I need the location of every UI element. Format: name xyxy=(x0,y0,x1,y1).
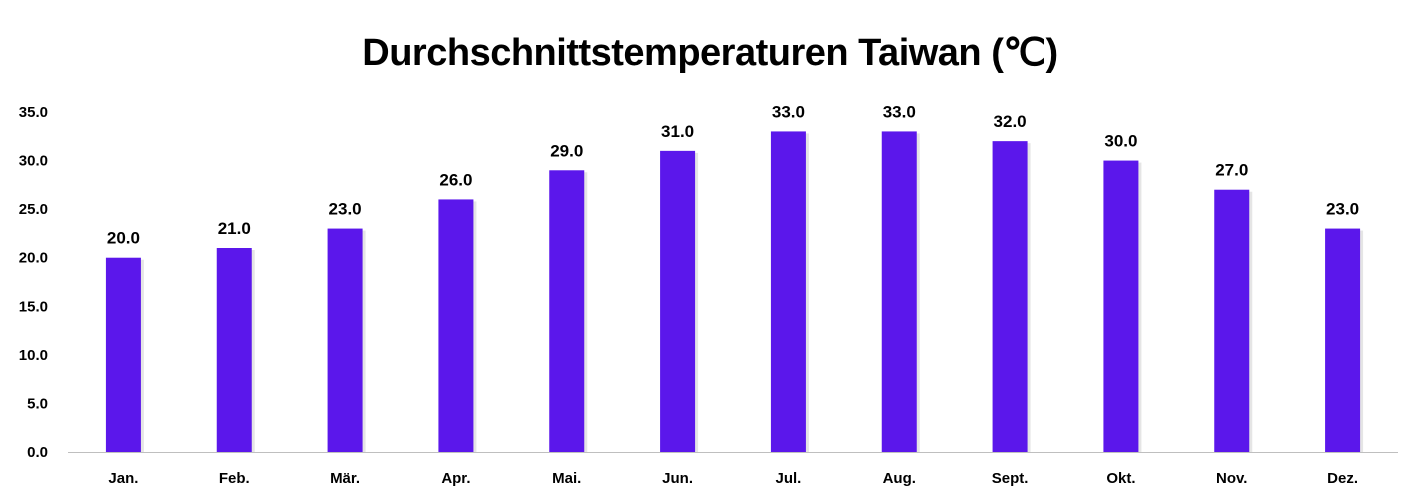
y-tick-label: 5.0 xyxy=(27,395,48,412)
bar xyxy=(881,131,917,452)
bars xyxy=(105,131,1364,453)
x-tick-label: Apr. xyxy=(441,470,470,487)
bar xyxy=(770,131,806,452)
data-label: 32.0 xyxy=(994,112,1027,131)
y-tick-label: 0.0 xyxy=(27,444,48,461)
bar xyxy=(327,228,363,452)
bar xyxy=(105,257,141,452)
x-tick-label: Mai. xyxy=(552,470,581,487)
bar xyxy=(660,150,696,452)
y-tick-label: 10.0 xyxy=(19,347,48,364)
x-tick-label: Nov. xyxy=(1216,470,1247,487)
y-tick-label: 25.0 xyxy=(19,201,48,218)
data-label: 27.0 xyxy=(1215,161,1248,180)
data-labels: 20.0 21.0 23.0 26.0 29.0 31.0 33.0 33.0 32.0 30.0… xyxy=(107,102,1359,247)
data-label: 21.0 xyxy=(218,219,251,238)
y-axis-labels: 0.0 5.0 10.0 15.0 20.0 25.0 30.0 35.0 xyxy=(19,104,48,461)
data-label: 23.0 xyxy=(329,200,362,219)
y-tick-label: 15.0 xyxy=(19,298,48,315)
y-tick-label: 30.0 xyxy=(19,153,48,170)
bar xyxy=(216,248,252,452)
x-tick-label: Jun. xyxy=(662,470,693,487)
y-tick-label: 35.0 xyxy=(19,104,48,121)
x-tick-label: Dez. xyxy=(1327,470,1358,487)
data-label: 29.0 xyxy=(550,141,583,160)
x-tick-label: Feb. xyxy=(219,470,250,487)
x-axis-labels: Jan. Feb. Mär. Apr. Mai. Jun. Jul. Aug. Sept. Okt… xyxy=(108,470,1358,487)
data-label: 20.0 xyxy=(107,229,140,248)
bar xyxy=(1325,228,1361,452)
data-label: 23.0 xyxy=(1326,200,1359,219)
chart-title: Durchschnittstemperaturen Taiwan (℃) xyxy=(362,32,1058,74)
bar xyxy=(1103,160,1139,453)
y-tick-label: 20.0 xyxy=(19,250,48,267)
data-label: 33.0 xyxy=(883,102,916,121)
bar xyxy=(438,199,474,452)
data-label: 31.0 xyxy=(661,122,694,141)
x-tick-label: Mär. xyxy=(330,470,360,487)
bar xyxy=(992,141,1028,452)
data-label: 30.0 xyxy=(1104,132,1137,151)
x-tick-label: Aug. xyxy=(883,470,916,487)
bar xyxy=(1214,189,1250,452)
data-label: 33.0 xyxy=(772,102,805,121)
x-tick-label: Jul. xyxy=(775,470,801,487)
x-tick-label: Okt. xyxy=(1106,470,1135,487)
x-tick-label: Jan. xyxy=(108,470,138,487)
data-label: 26.0 xyxy=(439,170,472,189)
bar xyxy=(549,170,585,453)
x-tick-label: Sept. xyxy=(992,470,1029,487)
